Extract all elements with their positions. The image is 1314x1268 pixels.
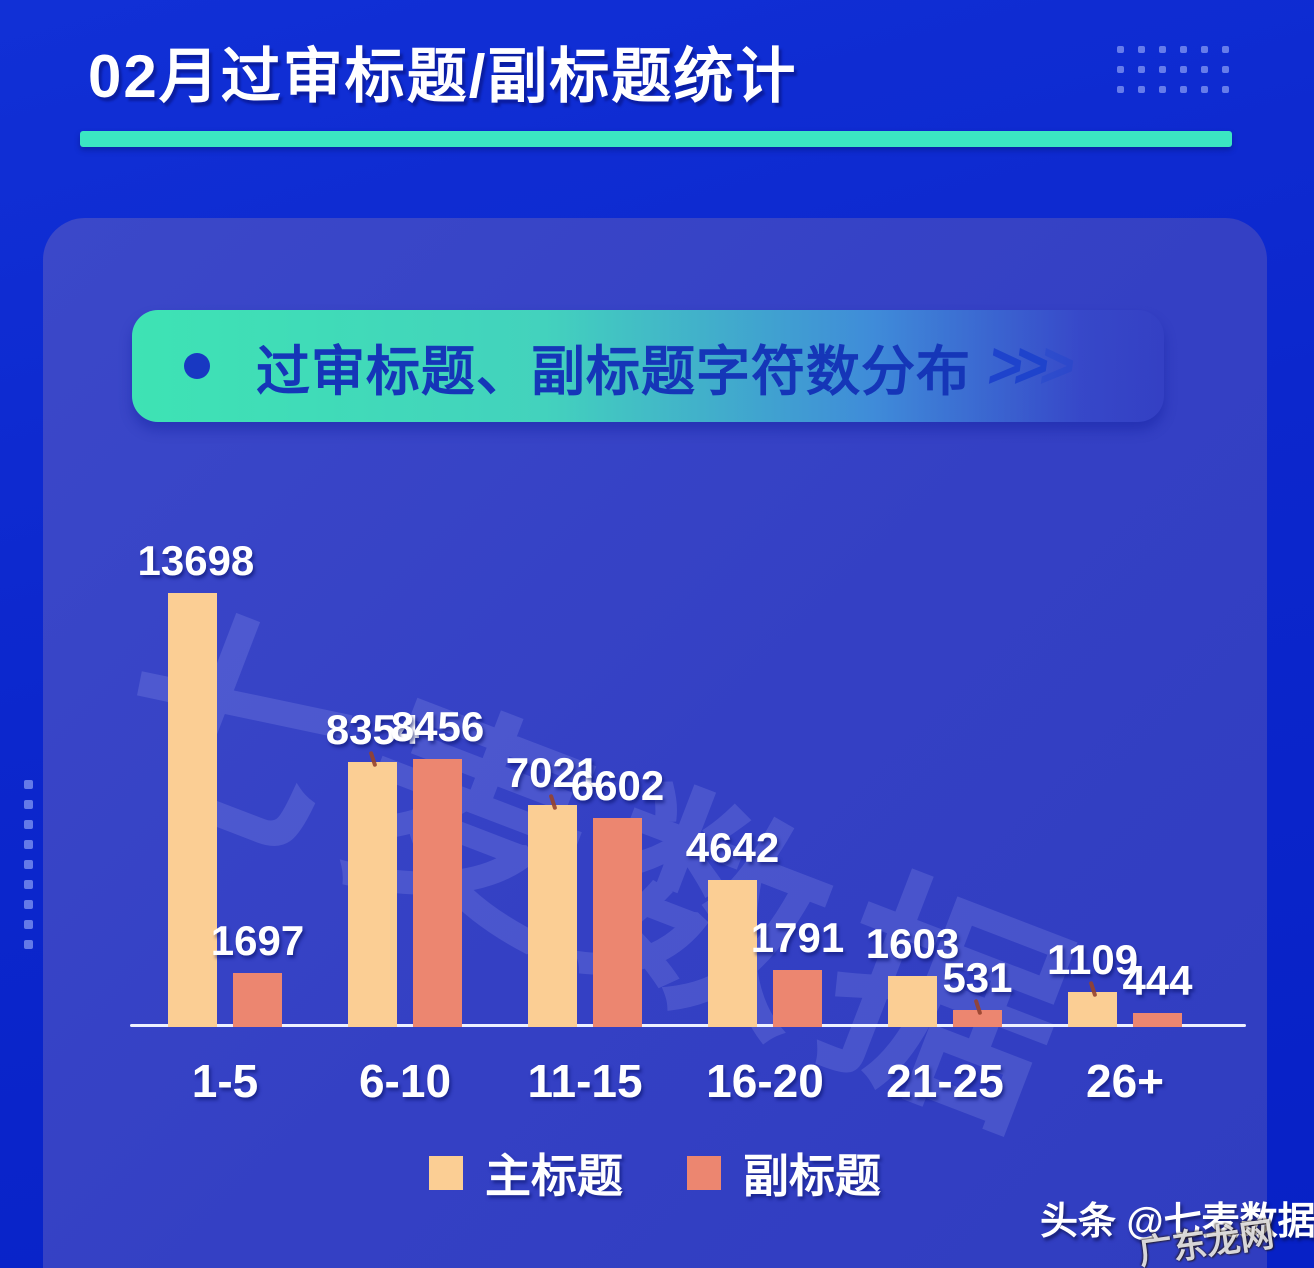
bar-主标题-6-10: [348, 762, 397, 1027]
decor-dot: [1117, 86, 1124, 93]
category-label-26+: 26+: [1085, 1055, 1165, 1107]
decor-dot-grid-top-right: [1117, 46, 1229, 93]
decor-dot: [24, 820, 33, 829]
title-underline: [80, 131, 1232, 147]
decor-dot: [1159, 86, 1166, 93]
bar-副标题-26+: [1133, 1013, 1182, 1027]
chart-area: 13698 1697 1-5 8354 8456 6-10 7021 6602 11-15 464…: [43, 218, 1267, 1268]
decor-dot: [1201, 66, 1208, 73]
bar-副标题-6-10: [413, 759, 462, 1027]
bar-副标题-1-5: [233, 973, 282, 1027]
decor-dot: [1159, 66, 1166, 73]
decor-dot: [1138, 66, 1145, 73]
value-label-主标题-6-10: 8354: [325, 706, 420, 753]
decor-dot: [1222, 66, 1229, 73]
category-label-6-10: 6-10: [358, 1055, 452, 1107]
section-banner: 过审标题、副标题字符数分布 > > >: [132, 310, 1164, 422]
value-label-副标题-11-15: 6602: [570, 762, 665, 809]
decor-dot: [1138, 86, 1145, 93]
decor-dot: [1201, 86, 1208, 93]
legend-item-副标题: 副标题: [687, 1140, 881, 1206]
decor-dot: [24, 800, 33, 809]
page-title: 02月过审标题/副标题统计: [88, 43, 798, 110]
value-label-副标题-26+: 444: [1122, 957, 1193, 1004]
category-label-11-15: 11-15: [527, 1055, 643, 1107]
decor-dot: [24, 900, 33, 909]
chart-legend: 主标题 副标题: [43, 1140, 1267, 1206]
decor-dot: [1180, 86, 1187, 93]
bar-副标题-16-20: [773, 970, 822, 1027]
bar-主标题-1-5: [168, 593, 217, 1027]
decor-dot: [24, 880, 33, 889]
chart-panel: 七麦数据 过审标题、副标题字符数分布 >>> 1369816971-583548…: [43, 218, 1267, 1268]
value-label-副标题-1-5: 1697: [210, 917, 305, 964]
value-label-副标题-16-20: 1791: [750, 914, 845, 961]
decor-dot: [1159, 46, 1166, 53]
section-banner-label: 过审标题、副标题字符数分布: [256, 341, 971, 402]
category-label-21-25: 21-25: [886, 1055, 1004, 1107]
legend-swatch-副标题: [687, 1156, 721, 1190]
legend-item-主标题: 主标题: [429, 1140, 623, 1206]
category-label-1-5: 1-5: [191, 1055, 259, 1107]
bullet-icon: [184, 353, 210, 379]
decor-dot: [1138, 46, 1145, 53]
legend-label-副标题: 副标题: [743, 1150, 881, 1202]
value-label-主标题-21-25: 1603: [865, 920, 960, 967]
decor-dot: [24, 920, 33, 929]
bar-主标题-16-20: [708, 880, 757, 1027]
decor-dot: [24, 780, 33, 789]
decor-dot: [24, 940, 33, 949]
category-label-16-20: 16-20: [706, 1055, 824, 1107]
decor-dot: [24, 840, 33, 849]
legend-swatch-主标题: [429, 1156, 463, 1190]
decor-dot: [1222, 86, 1229, 93]
decor-dot: [1201, 46, 1208, 53]
decor-dot: [1222, 46, 1229, 53]
bar-主标题-26+: [1068, 992, 1117, 1027]
value-label-主标题-26+: 1109: [1046, 936, 1139, 983]
value-label-主标题-1-5: 13698: [137, 537, 255, 584]
bar-主标题-21-25: [888, 976, 937, 1027]
value-label-主标题-16-20: 4642: [685, 824, 780, 871]
bar-副标题-11-15: [593, 818, 642, 1027]
decor-dot: [1180, 46, 1187, 53]
decor-dot: [1180, 66, 1187, 73]
decor-dot: [24, 860, 33, 869]
decor-dot: [1117, 66, 1124, 73]
value-label-主标题-11-15: 7021: [505, 749, 600, 796]
credit-line: 头条 @七麦数据: [1040, 1201, 1314, 1243]
x-axis-line: [130, 1024, 1246, 1027]
value-label-副标题-6-10: 8456: [390, 703, 485, 750]
bar-副标题-21-25: [953, 1010, 1002, 1027]
decor-dot: [1117, 46, 1124, 53]
legend-label-主标题: 主标题: [485, 1150, 623, 1202]
value-label-副标题-21-25: 531: [942, 954, 1013, 1001]
bar-主标题-11-15: [528, 805, 577, 1027]
